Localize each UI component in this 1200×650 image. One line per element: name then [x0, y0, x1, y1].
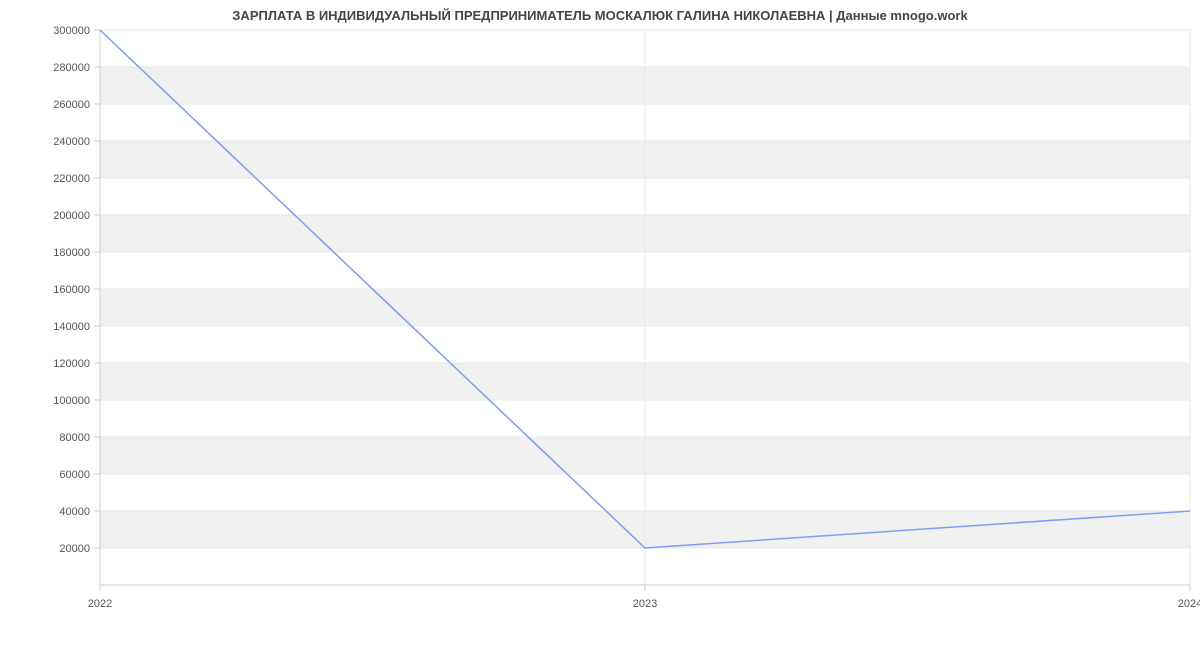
y-tick-label: 300000	[53, 25, 90, 37]
y-tick-label: 220000	[53, 173, 90, 185]
y-tick-label: 60000	[59, 469, 90, 481]
y-tick-label: 160000	[53, 284, 90, 296]
y-tick-label: 140000	[53, 321, 90, 333]
y-tick-label: 260000	[53, 99, 90, 111]
x-tick-label: 2024	[1178, 598, 1200, 610]
y-tick-label: 20000	[59, 543, 90, 555]
y-tick-label: 120000	[53, 358, 90, 370]
y-tick-label: 280000	[53, 62, 90, 74]
y-tick-label: 40000	[59, 506, 90, 518]
chart-svg: 20000 40000 60000 80000 100000 120000 140000 16…	[0, 0, 1200, 650]
x-tick-label: 2022	[88, 598, 112, 610]
y-tick-label: 100000	[53, 395, 90, 407]
y-tick-label: 80000	[59, 432, 90, 444]
salary-chart: ЗАРПЛАТА В ИНДИВИДУАЛЬНЫЙ ПРЕДПРИНИМАТЕЛ…	[0, 0, 1200, 650]
x-tick-label: 2023	[633, 598, 657, 610]
y-tick-label: 240000	[53, 136, 90, 148]
y-tick-label: 200000	[53, 210, 90, 222]
y-tick-label: 180000	[53, 247, 90, 259]
